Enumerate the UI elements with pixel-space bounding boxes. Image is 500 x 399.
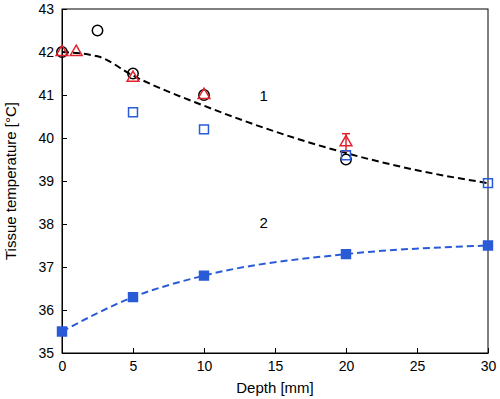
tick-mark (275, 348, 276, 353)
tick: 38 (38, 216, 67, 232)
tick-mark (62, 353, 67, 354)
plot: 0 5 10 15 20 25 30 35 36 37 38 39 40 41 42 43 1 2 (38, 1, 496, 374)
marker (129, 108, 138, 117)
tick: 30 (481, 348, 497, 374)
tick-label: 15 (268, 358, 284, 374)
tick: 35 (38, 345, 67, 361)
tick-label: 38 (38, 216, 54, 232)
tick-label: 41 (38, 87, 54, 103)
marker (129, 293, 138, 302)
tick-label: 35 (38, 345, 54, 361)
tick-mark (133, 348, 134, 353)
tick-mark (62, 224, 67, 225)
tick-label: 5 (130, 358, 138, 374)
tick: 41 (38, 87, 67, 103)
tick: 15 (268, 348, 284, 374)
marker (70, 45, 82, 55)
annotation: 2 (259, 214, 267, 231)
marker (127, 71, 139, 81)
annotation: 1 (259, 87, 267, 104)
tick-label: 30 (481, 358, 497, 374)
tick-label: 10 (197, 358, 213, 374)
tick-mark (62, 95, 67, 96)
tick: 20 (339, 348, 355, 374)
chart: 0 5 10 15 20 25 30 35 36 37 38 39 40 41 42 43 1 2 Depth [m… (0, 0, 500, 399)
tick: 25 (410, 348, 426, 374)
tick-label: 42 (38, 44, 54, 60)
tick-label: 37 (38, 259, 54, 275)
tick: 40 (38, 130, 67, 146)
tick-mark (62, 9, 67, 10)
tick-mark (346, 348, 347, 353)
y-axis: 35 36 37 38 39 40 41 42 43 (38, 1, 67, 361)
series-line (62, 52, 488, 183)
axis-line (63, 353, 489, 354)
tick: 39 (38, 173, 67, 189)
tick-mark (62, 181, 67, 182)
tick-label: 40 (38, 130, 54, 146)
tick-label: 0 (59, 358, 67, 374)
tick-label: 36 (38, 302, 54, 318)
tick-mark (62, 267, 67, 268)
tick-label: 39 (38, 173, 54, 189)
marker (484, 241, 493, 250)
marker (56, 45, 68, 55)
x-axis: 0 5 10 15 20 25 30 (59, 348, 497, 374)
marker (58, 327, 67, 336)
tick-mark (488, 348, 489, 353)
tick-mark (62, 138, 67, 139)
plot-frame (62, 9, 488, 353)
tick: 36 (38, 302, 67, 318)
marker (342, 250, 351, 259)
tick: 37 (38, 259, 67, 275)
marker (484, 179, 493, 188)
tick-label: 25 (410, 358, 426, 374)
marker (200, 271, 209, 280)
x-axis-title: Depth [mm] (236, 379, 314, 396)
marker (342, 151, 351, 160)
tick-label: 43 (38, 1, 54, 17)
marks (56, 25, 492, 336)
marker (340, 136, 352, 146)
tick-mark (417, 348, 418, 353)
tick: 10 (197, 348, 213, 374)
tick: 5 (130, 348, 138, 374)
marker (200, 125, 209, 134)
tick-mark (62, 310, 67, 311)
y-axis-title: Tissue temperature [°C] (2, 102, 19, 260)
tick-label: 20 (339, 358, 355, 374)
marker (92, 25, 102, 35)
marker (198, 88, 210, 98)
tick-mark (204, 348, 205, 353)
tick: 43 (38, 1, 67, 17)
series-line (62, 246, 488, 332)
